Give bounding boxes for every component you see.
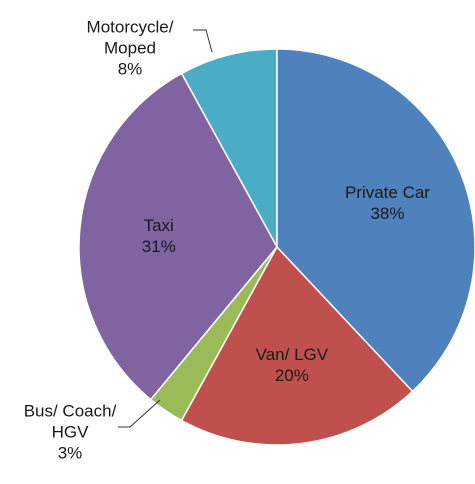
slice-label: Van/ LGV 20% bbox=[256, 344, 328, 386]
pie-slice bbox=[180, 245, 414, 446]
category-label: Motorcycle/ Moped bbox=[86, 17, 174, 58]
slice-label: Bus/ Coach/ HGV 3% bbox=[24, 401, 117, 464]
category-label: Bus/ Coach/ HGV bbox=[23, 401, 117, 442]
slice-label: Private Car 38% bbox=[345, 182, 430, 224]
pie-slice bbox=[276, 48, 475, 393]
category-label: Taxi bbox=[143, 215, 174, 235]
value-label: 8% bbox=[117, 59, 143, 79]
category-label: Van/ LGV bbox=[255, 344, 329, 364]
pie-slice bbox=[78, 72, 278, 401]
leader-line bbox=[193, 29, 213, 53]
slice-label: Taxi 31% bbox=[142, 215, 176, 257]
value-label: 20% bbox=[274, 365, 309, 385]
value-label: 31% bbox=[141, 236, 176, 256]
category-label: Private Car bbox=[344, 183, 430, 203]
pie-slice bbox=[180, 48, 278, 248]
leader-line bbox=[118, 399, 161, 428]
value-label: 38% bbox=[370, 204, 405, 224]
value-label: 3% bbox=[57, 443, 83, 463]
slice-label: Motorcycle/ Moped 8% bbox=[87, 17, 174, 80]
